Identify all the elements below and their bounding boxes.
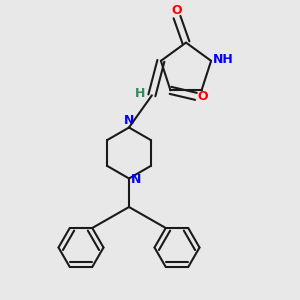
Text: H: H [135, 87, 146, 100]
Text: N: N [124, 114, 134, 128]
Text: N: N [130, 172, 141, 186]
Text: NH: NH [213, 53, 233, 66]
Text: O: O [172, 4, 182, 17]
Text: O: O [197, 90, 208, 103]
